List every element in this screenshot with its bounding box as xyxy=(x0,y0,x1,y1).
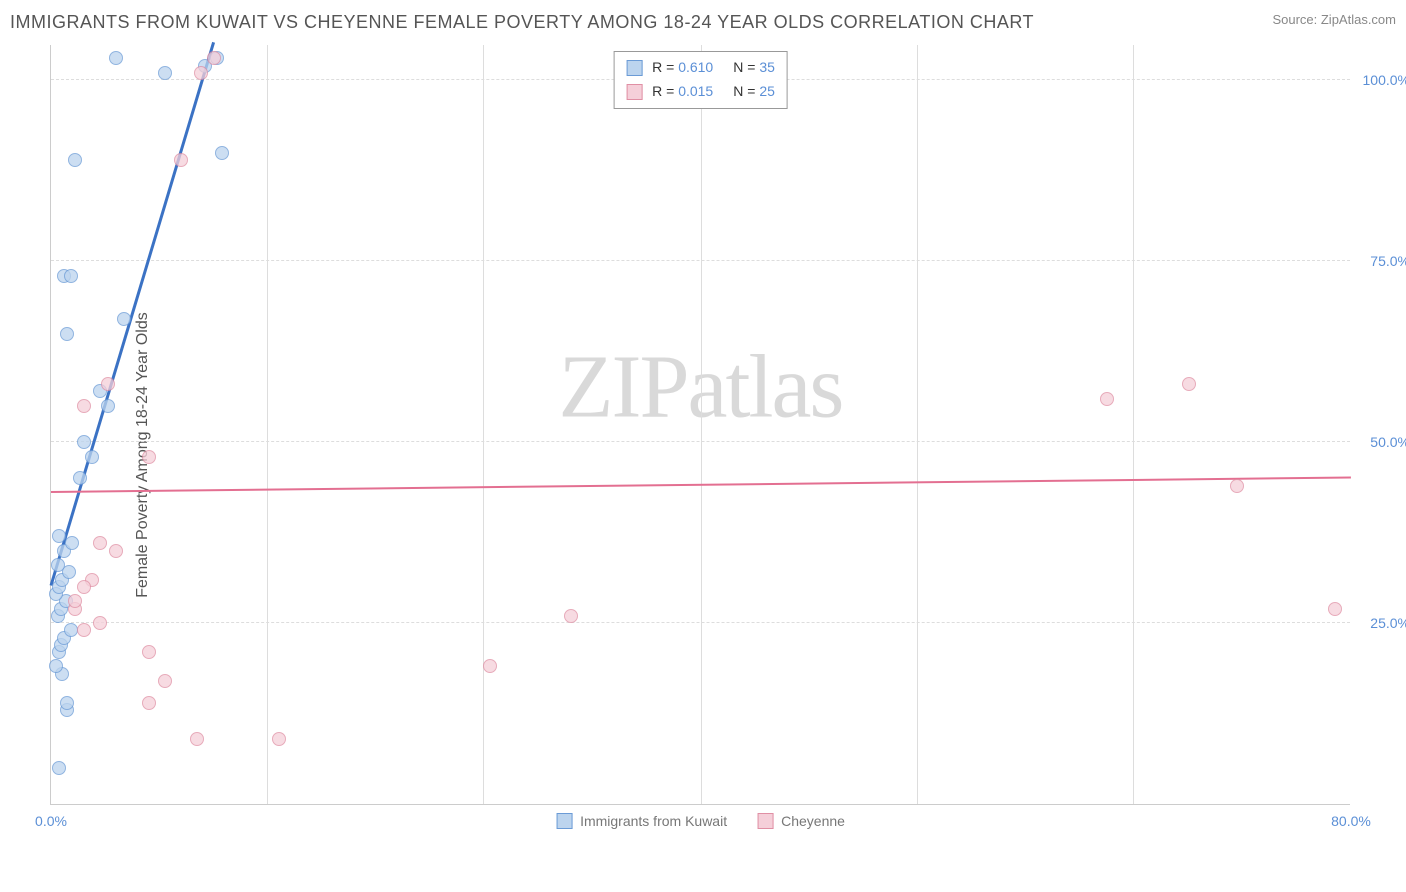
data-point xyxy=(101,399,115,413)
data-point xyxy=(77,580,91,594)
data-point xyxy=(68,594,82,608)
data-point xyxy=(142,450,156,464)
chart-header: IMMIGRANTS FROM KUWAIT VS CHEYENNE FEMAL… xyxy=(10,12,1396,33)
y-tick-label: 75.0% xyxy=(1355,253,1406,269)
n-label: N = 25 xyxy=(733,80,775,104)
data-point xyxy=(142,645,156,659)
data-point xyxy=(564,609,578,623)
data-point xyxy=(1230,479,1244,493)
data-point xyxy=(174,153,188,167)
gridline-vertical xyxy=(267,45,268,804)
gridline-vertical xyxy=(1133,45,1134,804)
legend-row: R = 0.610 N = 35 xyxy=(626,56,775,80)
data-point xyxy=(1182,377,1196,391)
chart-title: IMMIGRANTS FROM KUWAIT VS CHEYENNE FEMAL… xyxy=(10,12,1034,33)
x-tick-label: 80.0% xyxy=(1331,813,1371,829)
legend-item: Cheyenne xyxy=(757,813,845,829)
data-point xyxy=(77,435,91,449)
data-point xyxy=(77,399,91,413)
data-point xyxy=(101,377,115,391)
data-point xyxy=(272,732,286,746)
data-point xyxy=(85,450,99,464)
data-point xyxy=(73,471,87,485)
legend-item: Immigrants from Kuwait xyxy=(556,813,727,829)
trend-line xyxy=(50,42,215,586)
legend-label: Cheyenne xyxy=(781,813,845,829)
plot-area: ZIPatlas 25.0%50.0%75.0%100.0%0.0%80.0%R… xyxy=(50,45,1350,805)
data-point xyxy=(93,616,107,630)
r-label: R = 0.610 xyxy=(652,56,713,80)
data-point xyxy=(68,153,82,167)
source-attribution: Source: ZipAtlas.com xyxy=(1272,12,1396,27)
data-point xyxy=(483,659,497,673)
data-point xyxy=(117,312,131,326)
watermark-part-a: ZIP xyxy=(559,337,688,436)
chart-container: Female Poverty Among 18-24 Year Olds ZIP… xyxy=(10,45,1396,865)
legend-swatch xyxy=(757,813,773,829)
data-point xyxy=(158,66,172,80)
data-point xyxy=(60,696,74,710)
data-point xyxy=(207,51,221,65)
watermark-part-b: atlas xyxy=(688,337,843,436)
series-legend: Immigrants from Kuwait Cheyenne xyxy=(556,813,845,829)
legend-swatch xyxy=(626,60,642,76)
y-tick-label: 100.0% xyxy=(1355,72,1406,88)
legend-swatch xyxy=(556,813,572,829)
gridline-vertical xyxy=(483,45,484,804)
data-point xyxy=(52,529,66,543)
data-point xyxy=(60,327,74,341)
data-point xyxy=(64,623,78,637)
gridline-vertical xyxy=(701,45,702,804)
y-tick-label: 50.0% xyxy=(1355,434,1406,450)
data-point xyxy=(49,659,63,673)
gridline-vertical xyxy=(917,45,918,804)
legend-swatch xyxy=(626,84,642,100)
data-point xyxy=(51,558,65,572)
x-tick-label: 0.0% xyxy=(35,813,67,829)
data-point xyxy=(93,536,107,550)
data-point xyxy=(77,623,91,637)
legend-label: Immigrants from Kuwait xyxy=(580,813,727,829)
y-tick-label: 25.0% xyxy=(1355,615,1406,631)
source-prefix: Source: xyxy=(1272,12,1320,27)
data-point xyxy=(52,761,66,775)
data-point xyxy=(1100,392,1114,406)
data-point xyxy=(142,696,156,710)
source-name: ZipAtlas.com xyxy=(1321,12,1396,27)
data-point xyxy=(158,674,172,688)
data-point xyxy=(215,146,229,160)
data-point xyxy=(65,536,79,550)
data-point xyxy=(1328,602,1342,616)
data-point xyxy=(109,544,123,558)
data-point xyxy=(190,732,204,746)
data-point xyxy=(194,66,208,80)
data-point xyxy=(64,269,78,283)
data-point xyxy=(109,51,123,65)
r-label: R = 0.015 xyxy=(652,80,713,104)
n-label: N = 35 xyxy=(733,56,775,80)
legend-row: R = 0.015 N = 25 xyxy=(626,80,775,104)
correlation-legend: R = 0.610 N = 35 R = 0.015 N = 25 xyxy=(613,51,788,109)
